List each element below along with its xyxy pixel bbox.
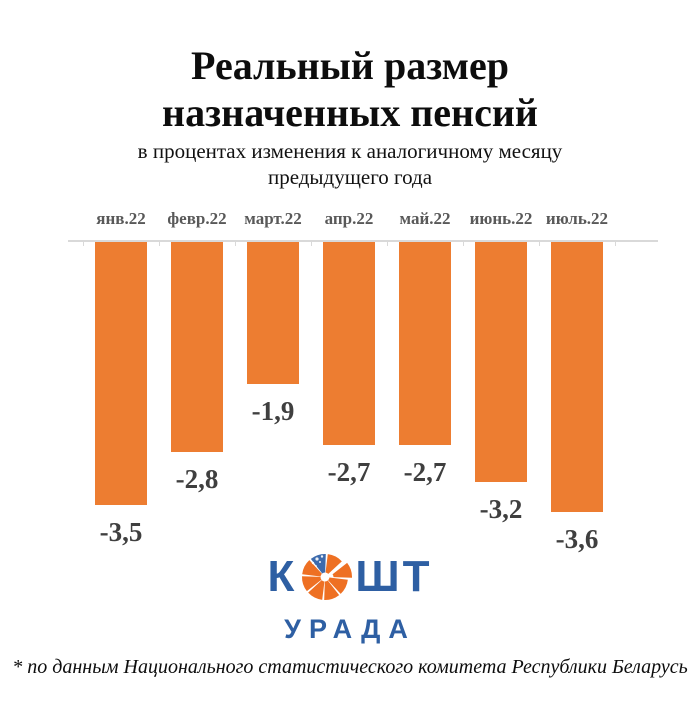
- x-axis-tick: [539, 241, 540, 246]
- category-label: февр.22: [167, 209, 227, 228]
- category-label: апр.22: [324, 209, 374, 228]
- x-axis-tick: [235, 241, 236, 246]
- x-axis-tick: [311, 241, 312, 246]
- bar: [247, 241, 299, 384]
- bar: [95, 241, 147, 505]
- category-label: май.22: [399, 209, 451, 228]
- logo-row1: К ШТ: [0, 550, 700, 604]
- category-label: янв.22: [96, 209, 146, 228]
- category-label: июль.22: [545, 209, 609, 228]
- value-label: -2,7: [403, 457, 447, 487]
- chart-title: Реальный размер назначенных пенсий: [0, 42, 700, 136]
- kosht-urada-logo: К ШТ УРАДА: [0, 550, 700, 645]
- bar: [171, 241, 223, 452]
- bar: [399, 241, 451, 445]
- logo-urada-text: УРАДА: [284, 614, 416, 644]
- value-label: -1,9: [251, 396, 295, 426]
- category-label: июнь.22: [469, 209, 533, 228]
- x-axis-tick: [159, 241, 160, 246]
- chart-title-line1: Реальный размер: [191, 43, 509, 88]
- value-label: -3,5: [99, 517, 143, 547]
- orange-pie-coin-icon: [297, 551, 355, 603]
- bar: [551, 241, 603, 512]
- value-label: -2,7: [327, 457, 371, 487]
- x-axis-tick: [615, 241, 616, 246]
- chart-subtitle: в процентах изменения к аналогичному мес…: [0, 138, 700, 190]
- logo-letters-sht: ШТ: [355, 552, 433, 601]
- chart-title-line2: назначенных пенсий: [162, 90, 538, 135]
- category-label: март.22: [244, 209, 302, 228]
- source-footnote: * по данным Национального статистическог…: [12, 656, 688, 678]
- chart-subtitle-line1: в процентах изменения к аналогичному мес…: [137, 139, 563, 163]
- value-label: -2,8: [175, 464, 219, 494]
- chart-subtitle-line2: предыдущего года: [267, 165, 433, 189]
- x-axis-tick: [387, 241, 388, 246]
- x-axis-tick: [83, 241, 84, 246]
- logo-letter-k: К: [267, 552, 298, 601]
- value-label: -3,2: [479, 494, 523, 524]
- bar: [323, 241, 375, 445]
- x-axis-tick: [463, 241, 464, 246]
- value-label: -3,6: [555, 524, 599, 554]
- bar: [475, 241, 527, 482]
- x-axis-line: [68, 240, 658, 242]
